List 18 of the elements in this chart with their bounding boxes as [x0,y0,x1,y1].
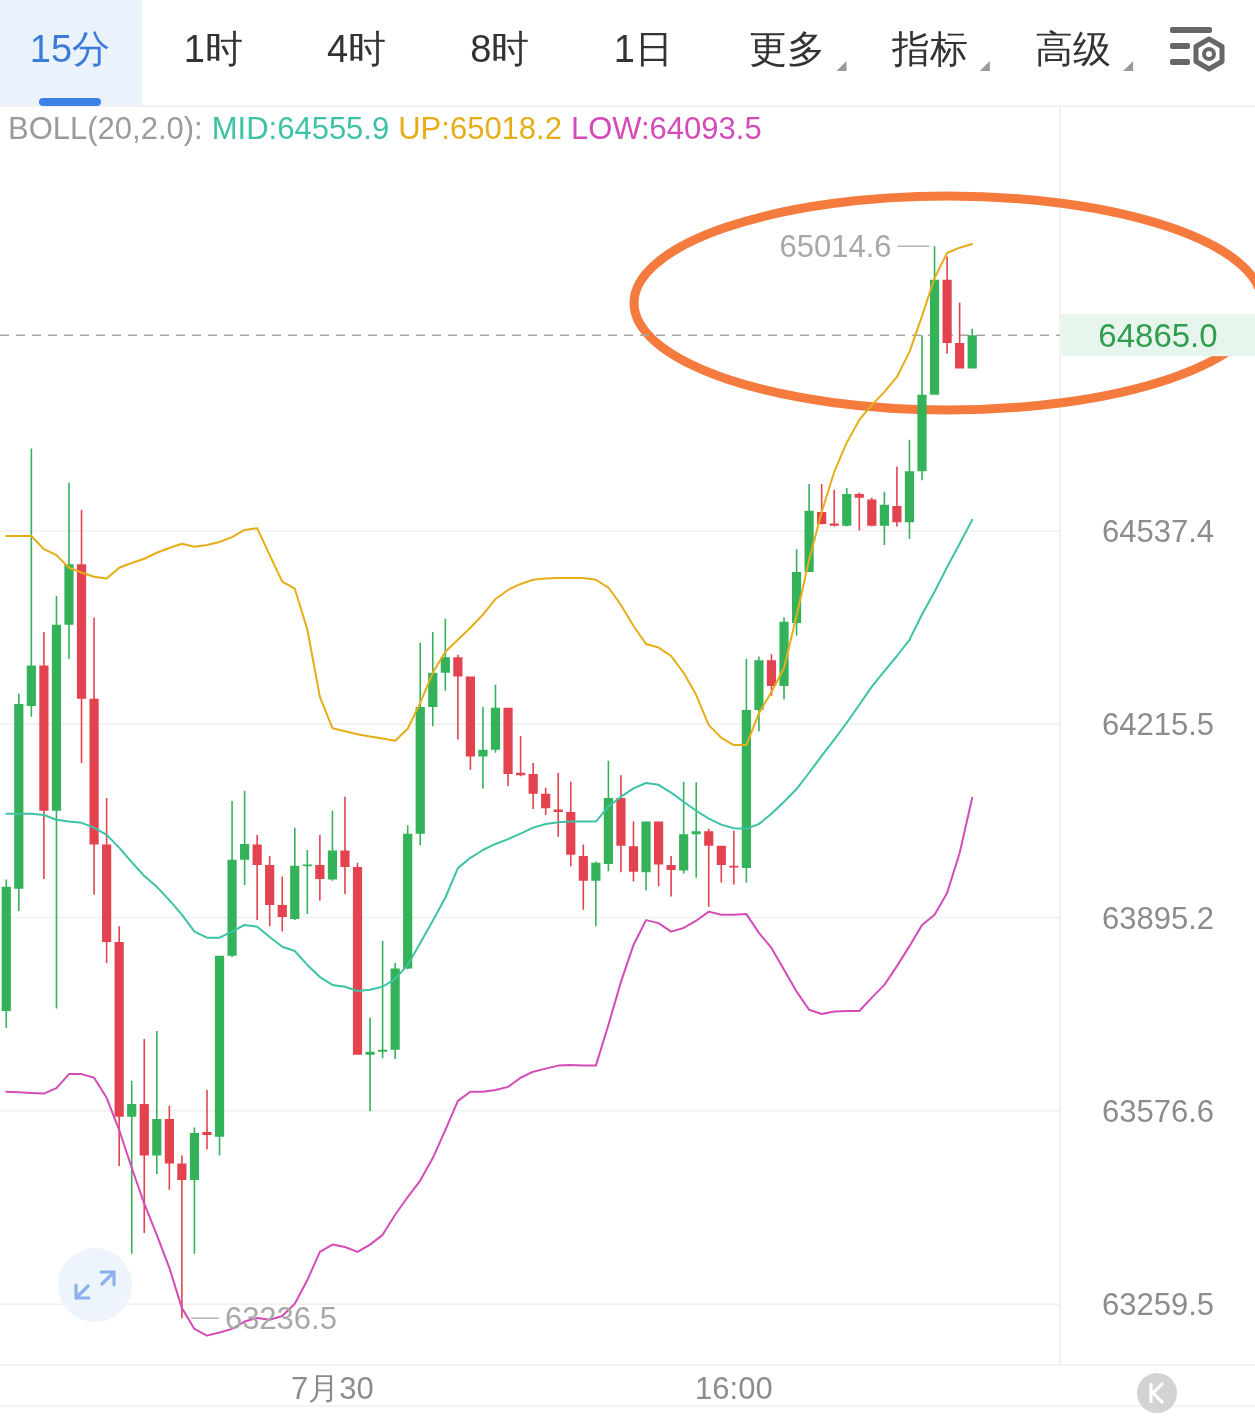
text: 4时 [327,28,387,70]
text: 更多 [748,28,825,70]
text: 8时 [470,28,530,70]
text: 15分 [29,28,111,70]
text: 64865.0 [1098,317,1218,355]
y-tick-label: 63259.5 [1101,1287,1215,1323]
annotation: 65014.6 [779,229,892,265]
text: 1日 [613,28,673,70]
x-tick-label: 7月30 [291,1371,374,1406]
y-tick-label: 64215.5 [1101,707,1215,743]
y-tick-label: 63895.2 [1101,900,1215,936]
text: 高级 [1035,28,1112,70]
x-tick-label: 16:00 [695,1371,773,1406]
text: 指标 [890,28,968,70]
y-tick-label: 64537.4 [1101,513,1215,549]
text: 1时 [183,28,243,70]
legend: BOLL(20,2.0): MID:64555.9 UP:65018.2 LOW:64093.5 [8,111,762,146]
y-tick-label: 63576.6 [1101,1093,1215,1129]
